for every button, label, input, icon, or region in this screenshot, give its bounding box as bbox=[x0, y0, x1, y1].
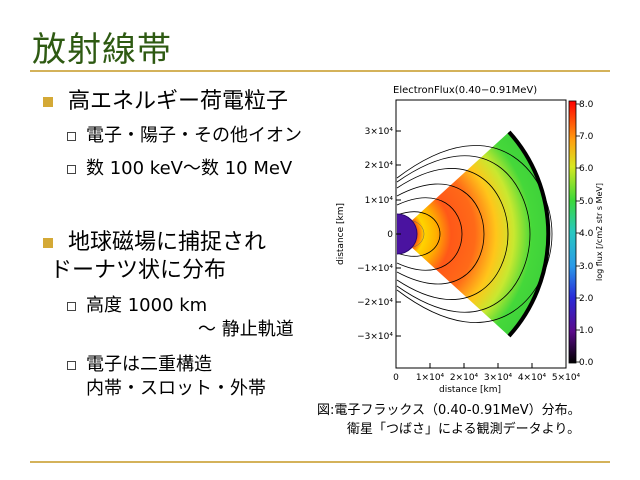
x-tick-label: 1×10⁴ bbox=[416, 373, 445, 383]
bullet-2-text-line-1: 地球磁場に捕捉され bbox=[68, 230, 267, 255]
colorbar-tick-label: 2.0 bbox=[579, 294, 594, 304]
flux-wedge bbox=[397, 132, 549, 336]
colorbar-tick-label: 3.0 bbox=[579, 262, 594, 272]
chart-title: ElectronFlux(0.40−0.91MeV) bbox=[393, 85, 538, 96]
y-tick-label: −2×10⁴ bbox=[357, 298, 393, 308]
bullet-2-sub-1-line-2: 〜 静止軌道 bbox=[198, 319, 294, 340]
wedge-outer-edge bbox=[507, 130, 551, 338]
bullet-2-sub-2-line-1: 電子は二重構造 bbox=[86, 354, 212, 375]
x-tick-label: 2×10⁴ bbox=[450, 373, 479, 383]
colorbar-tick-label: 6.0 bbox=[579, 164, 594, 174]
field-lines bbox=[396, 145, 553, 323]
footer-divider bbox=[30, 461, 610, 463]
x-tick-label: 0 bbox=[393, 373, 399, 383]
title-divider bbox=[30, 70, 610, 72]
checkbox-bullet-icon bbox=[67, 302, 76, 311]
bullet-2: 地球磁場に捕捉され ドーナツ状に分布 bbox=[43, 229, 267, 285]
colorbar-tick-label: 4.0 bbox=[579, 229, 594, 239]
x-axis-ticks bbox=[395, 363, 567, 368]
colorbar-tick-label: 1.0 bbox=[579, 326, 594, 336]
y-tick-label: −3×10⁴ bbox=[357, 332, 393, 342]
bullet-2-sub-1-line-1: 高度 1000 km bbox=[86, 295, 208, 316]
colorbar-label: log flux [/cm2 str s MeV] bbox=[595, 183, 604, 281]
bullet-1: 高エネルギー荷電粒子 bbox=[43, 88, 289, 116]
bullet-1-sub-2: 数 100 keV〜数 10 MeV bbox=[67, 157, 293, 181]
bullet-1-sub-1: 電子・陽子・その他イオン bbox=[67, 124, 302, 148]
y-tick-label: 2×10⁴ bbox=[365, 161, 394, 171]
y-axis-ticks bbox=[396, 130, 401, 337]
y-tick-label: 1×10⁴ bbox=[365, 196, 394, 206]
bullet-1-sub-2-text: 数 100 keV〜数 10 MeV bbox=[86, 158, 293, 179]
figure-caption: 図:電子フラックス（0.40-0.91MeV）分布。 衛星「つばさ」による観測デ… bbox=[317, 401, 581, 439]
x-axis-label: distance [km] bbox=[439, 385, 501, 395]
y-tick-label: −1×10⁴ bbox=[357, 264, 393, 274]
y-tick-label: 3×10⁴ bbox=[365, 127, 394, 137]
y-axis-label: distance [km] bbox=[336, 203, 346, 265]
checkbox-bullet-icon bbox=[67, 132, 76, 141]
bullet-2-text-line-2: ドーナツ状に分布 bbox=[50, 258, 227, 283]
caption-line-2: 衛星「つばさ」による観測データより。 bbox=[347, 422, 581, 437]
bullet-1-text: 高エネルギー荷電粒子 bbox=[68, 89, 289, 114]
x-tick-label: 3×10⁴ bbox=[484, 373, 513, 383]
slide-title: 放射線帯 bbox=[32, 30, 172, 70]
colorbar-tick-label: 7.0 bbox=[579, 132, 594, 142]
bullet-2-sub-1: 高度 1000 km 〜 静止軌道 bbox=[67, 294, 294, 342]
y-tick-label: 0 bbox=[387, 230, 393, 240]
checkbox-bullet-icon bbox=[67, 361, 76, 370]
colorbar-tick-label: 8.0 bbox=[579, 100, 594, 110]
square-bullet-icon bbox=[43, 97, 53, 107]
colorbar-tick-label: 5.0 bbox=[579, 197, 594, 207]
checkbox-bullet-icon bbox=[67, 165, 76, 174]
bullet-1-sub-1-text: 電子・陽子・その他イオン bbox=[86, 125, 302, 146]
earth-disk bbox=[397, 214, 417, 254]
bullet-2-sub-2-line-2: 内帯・スロット・外帯 bbox=[86, 378, 266, 399]
colorbar-tick-label: 0.0 bbox=[579, 358, 594, 368]
caption-line-1: 図:電子フラックス（0.40-0.91MeV）分布。 bbox=[317, 403, 581, 418]
colorbar bbox=[568, 100, 577, 364]
bullet-2-sub-2: 電子は二重構造 内帯・スロット・外帯 bbox=[67, 353, 266, 401]
x-tick-label: 4×10⁴ bbox=[518, 373, 547, 383]
x-tick-label: 5×10⁴ bbox=[552, 373, 581, 383]
square-bullet-icon bbox=[43, 238, 53, 248]
